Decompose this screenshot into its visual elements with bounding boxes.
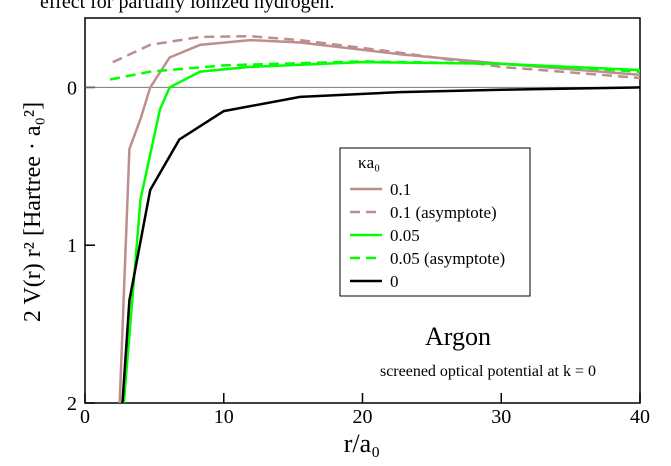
y-axis-label: 2 V(r) r² [Hartree · a₀²] bbox=[20, 102, 46, 322]
legend-label: 0.1 (asymptote) bbox=[390, 203, 497, 222]
legend-label: 0.05 (asymptote) bbox=[390, 249, 505, 268]
series-line bbox=[112, 34, 640, 80]
series-line bbox=[122, 60, 640, 403]
annotation: screened optical potential at k = 0 bbox=[380, 363, 596, 380]
legend-title: κa₀ bbox=[358, 153, 380, 172]
y-tick-label: 0 bbox=[67, 77, 77, 99]
y-tick-label: 1 bbox=[67, 235, 77, 257]
top-text: effect for partially ionized hydrogen. bbox=[40, 0, 335, 13]
legend-label: 0.05 bbox=[390, 226, 420, 245]
series-line bbox=[121, 86, 640, 403]
x-tick-label: 40 bbox=[630, 406, 650, 428]
x-tick-label: 10 bbox=[214, 406, 234, 428]
legend-label: 0.1 bbox=[390, 180, 411, 199]
y-tick-label: 2 bbox=[67, 393, 77, 415]
legend-box bbox=[339, 147, 531, 297]
series-line bbox=[109, 60, 640, 81]
annotation: Argon bbox=[425, 322, 491, 351]
x-tick-label: 0 bbox=[80, 406, 90, 428]
x-axis-label: r/a₀ bbox=[344, 429, 381, 458]
x-tick-label: 20 bbox=[353, 406, 373, 428]
legend-label: 0 bbox=[390, 272, 399, 291]
x-tick-label: 30 bbox=[491, 406, 511, 428]
